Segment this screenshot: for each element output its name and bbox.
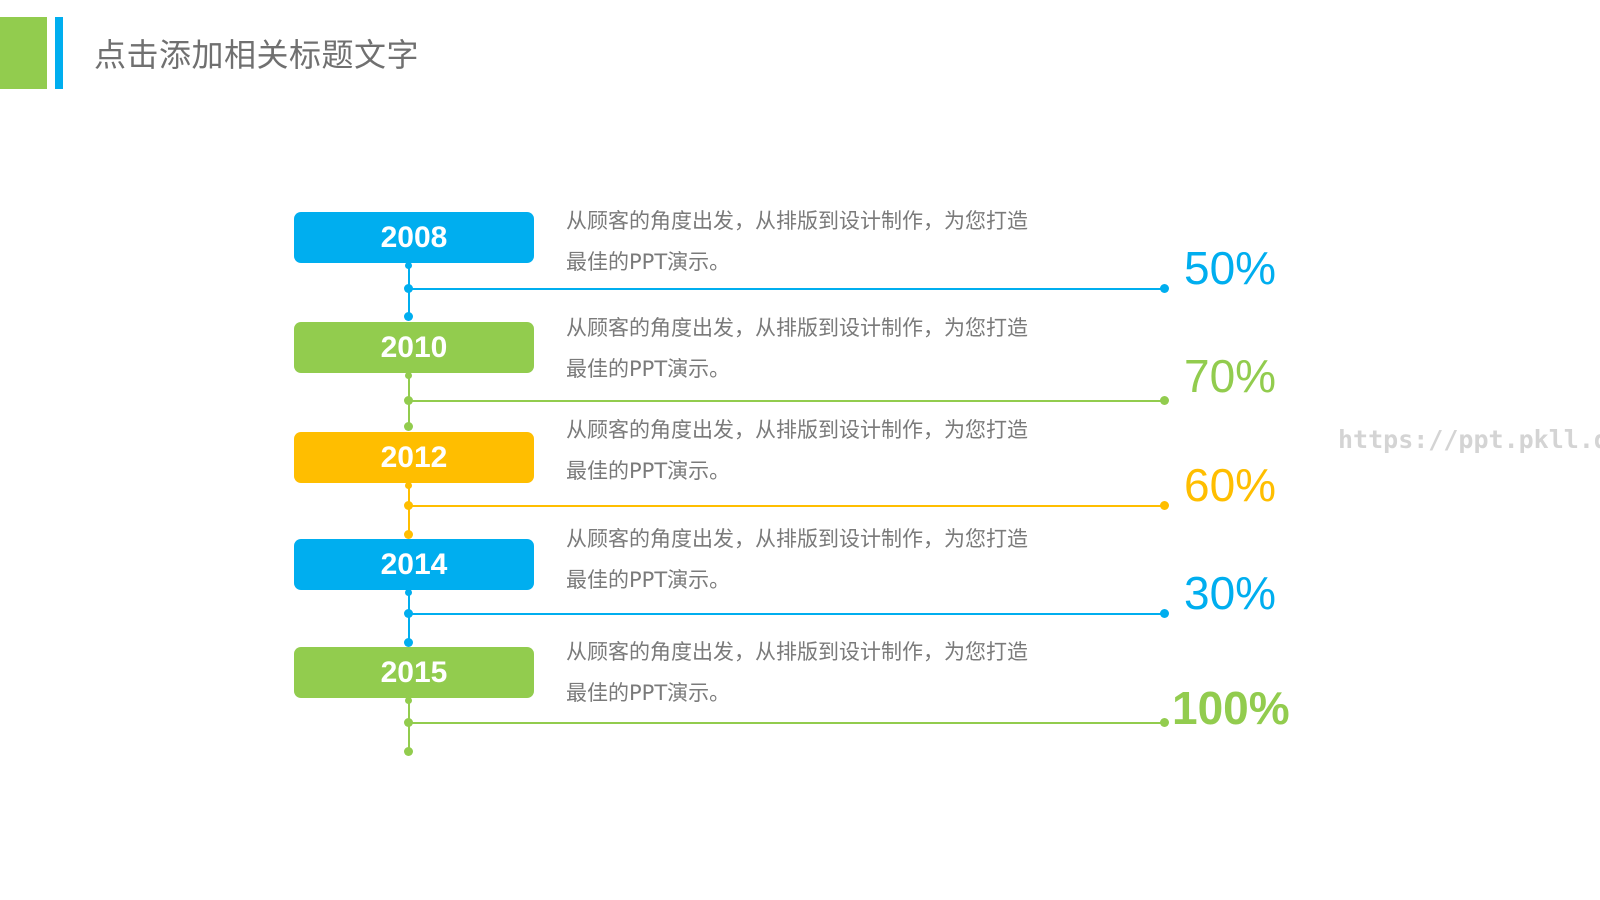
percent-value[interactable]: 70% [1184, 350, 1277, 402]
progress-line [409, 288, 1165, 290]
progress-end-dot [1160, 501, 1169, 510]
description-text[interactable]: 从顾客的角度出发，从排版到设计制作，为您打造 最佳的PPT演示。 [566, 201, 1086, 283]
description-text[interactable]: 从顾客的角度出发，从排版到设计制作，为您打造 最佳的PPT演示。 [566, 308, 1086, 390]
connector-dot [404, 718, 413, 727]
year-badge[interactable]: 2014 [294, 539, 534, 590]
description-text[interactable]: 从顾客的角度出发，从排版到设计制作，为您打造 最佳的PPT演示。 [566, 632, 1086, 714]
year-badge[interactable]: 2012 [294, 432, 534, 483]
connector-dot [405, 262, 412, 269]
progress-line [409, 400, 1165, 402]
description-line: 最佳的PPT演示。 [566, 250, 731, 274]
description-line: 从顾客的角度出发，从排版到设计制作，为您打造 [566, 209, 1028, 233]
progress-end-dot [1160, 396, 1169, 405]
watermark-text: https://ppt.pkll.de [1338, 425, 1600, 454]
connector-dot [404, 747, 413, 756]
progress-end-dot [1160, 609, 1169, 618]
description-line: 最佳的PPT演示。 [566, 357, 731, 381]
connector-dot [405, 697, 412, 704]
percent-value[interactable]: 50% [1184, 242, 1277, 294]
year-badge[interactable]: 2010 [294, 322, 534, 373]
connector-dot [404, 422, 413, 431]
connector-dot [404, 609, 413, 618]
connector-dot [404, 312, 413, 321]
year-badge[interactable]: 2015 [294, 647, 534, 698]
percent-value[interactable]: 30% [1184, 567, 1277, 619]
connector-dot [405, 589, 412, 596]
connector-dot [404, 501, 413, 510]
description-line: 从顾客的角度出发，从排版到设计制作，为您打造 [566, 640, 1028, 664]
connector-dot [404, 638, 413, 647]
progress-line [409, 722, 1165, 724]
connector-dot [404, 284, 413, 293]
description-line: 最佳的PPT演示。 [566, 459, 731, 483]
description-line: 从顾客的角度出发，从排版到设计制作，为您打造 [566, 527, 1028, 551]
page-title[interactable]: 点击添加相关标题文字 [94, 36, 420, 74]
description-text[interactable]: 从顾客的角度出发，从排版到设计制作，为您打造 最佳的PPT演示。 [566, 410, 1086, 492]
connector-dot [405, 482, 412, 489]
progress-line [409, 613, 1165, 615]
header-accent-green [0, 17, 47, 89]
year-badge[interactable]: 2008 [294, 212, 534, 263]
connector-dot [405, 372, 412, 379]
percent-value[interactable]: 100% [1172, 682, 1290, 734]
description-text[interactable]: 从顾客的角度出发，从排版到设计制作，为您打造 最佳的PPT演示。 [566, 519, 1086, 601]
header-accent-blue [55, 17, 63, 89]
description-line: 从顾客的角度出发，从排版到设计制作，为您打造 [566, 418, 1028, 442]
percent-value[interactable]: 60% [1184, 459, 1277, 511]
description-line: 最佳的PPT演示。 [566, 568, 731, 592]
progress-end-dot [1160, 718, 1169, 727]
progress-end-dot [1160, 284, 1169, 293]
description-line: 最佳的PPT演示。 [566, 681, 731, 705]
progress-line [409, 505, 1165, 507]
description-line: 从顾客的角度出发，从排版到设计制作，为您打造 [566, 316, 1028, 340]
connector-dot [404, 396, 413, 405]
connector-dot [404, 530, 413, 539]
